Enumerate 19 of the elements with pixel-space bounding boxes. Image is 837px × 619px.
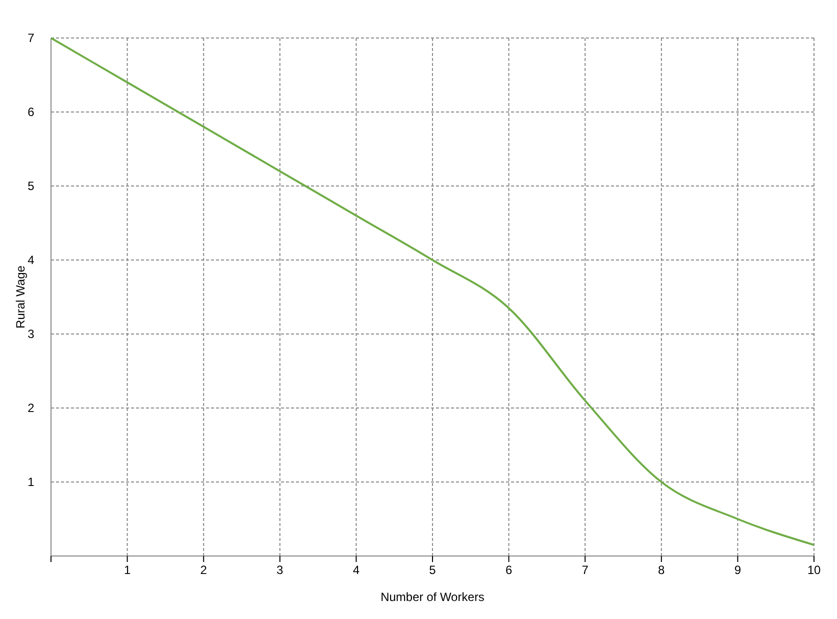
y-tick-label: 7	[28, 31, 35, 45]
x-tick-label: 6	[505, 563, 512, 577]
y-tick-label: 3	[28, 327, 35, 341]
x-axis-title: Number of Workers	[380, 590, 484, 604]
y-tick-label: 2	[28, 401, 35, 415]
x-tick-label: 7	[582, 563, 589, 577]
x-tick-label: 5	[429, 563, 436, 577]
y-tick-label: 6	[28, 105, 35, 119]
x-tick-label: 2	[200, 563, 208, 577]
y-tick-label: 4	[28, 253, 35, 267]
x-tick-label: 4	[352, 563, 360, 577]
x-tick-label: 3	[276, 563, 284, 577]
x-tick-label: 9	[734, 563, 742, 577]
x-tick-label: 1	[124, 563, 131, 577]
y-tick-label: 5	[28, 179, 35, 193]
y-axis-title: Rural Wage	[13, 265, 28, 328]
y-tick-label: 1	[28, 475, 35, 489]
x-tick-label: 8	[658, 563, 666, 577]
x-tick-label: 10	[807, 563, 821, 577]
